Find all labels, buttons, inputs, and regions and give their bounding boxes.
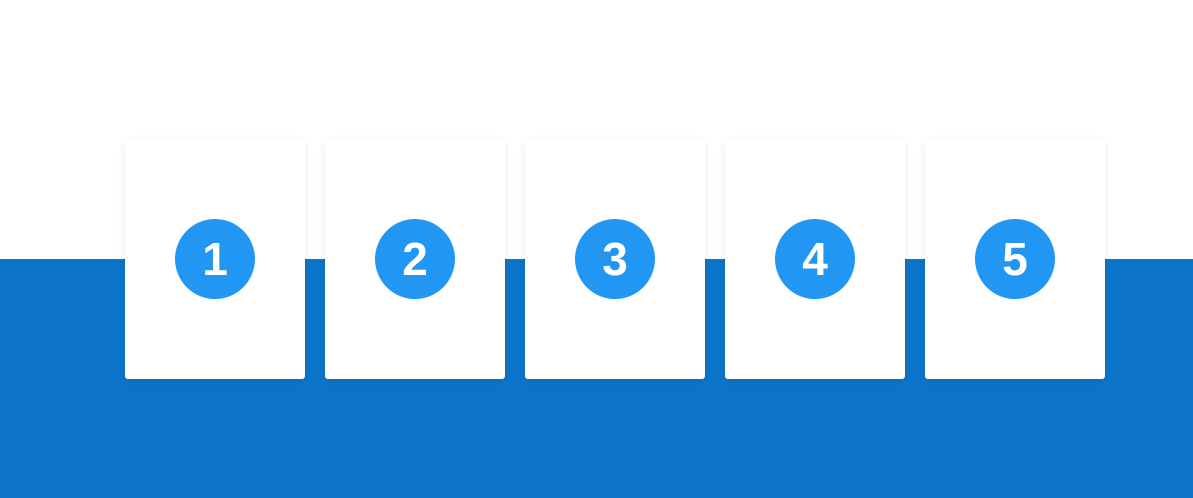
card[interactable]: 2 [325,139,505,379]
card[interactable]: 3 [525,139,705,379]
card[interactable]: 4 [725,139,905,379]
card[interactable]: 5 [925,139,1105,379]
card-number: 2 [375,219,455,299]
card-row: 1 2 3 4 5 [125,139,1105,379]
card-number: 1 [175,219,255,299]
card-number: 4 [775,219,855,299]
card-number: 5 [975,219,1055,299]
card[interactable]: 1 [125,139,305,379]
card-number: 3 [575,219,655,299]
